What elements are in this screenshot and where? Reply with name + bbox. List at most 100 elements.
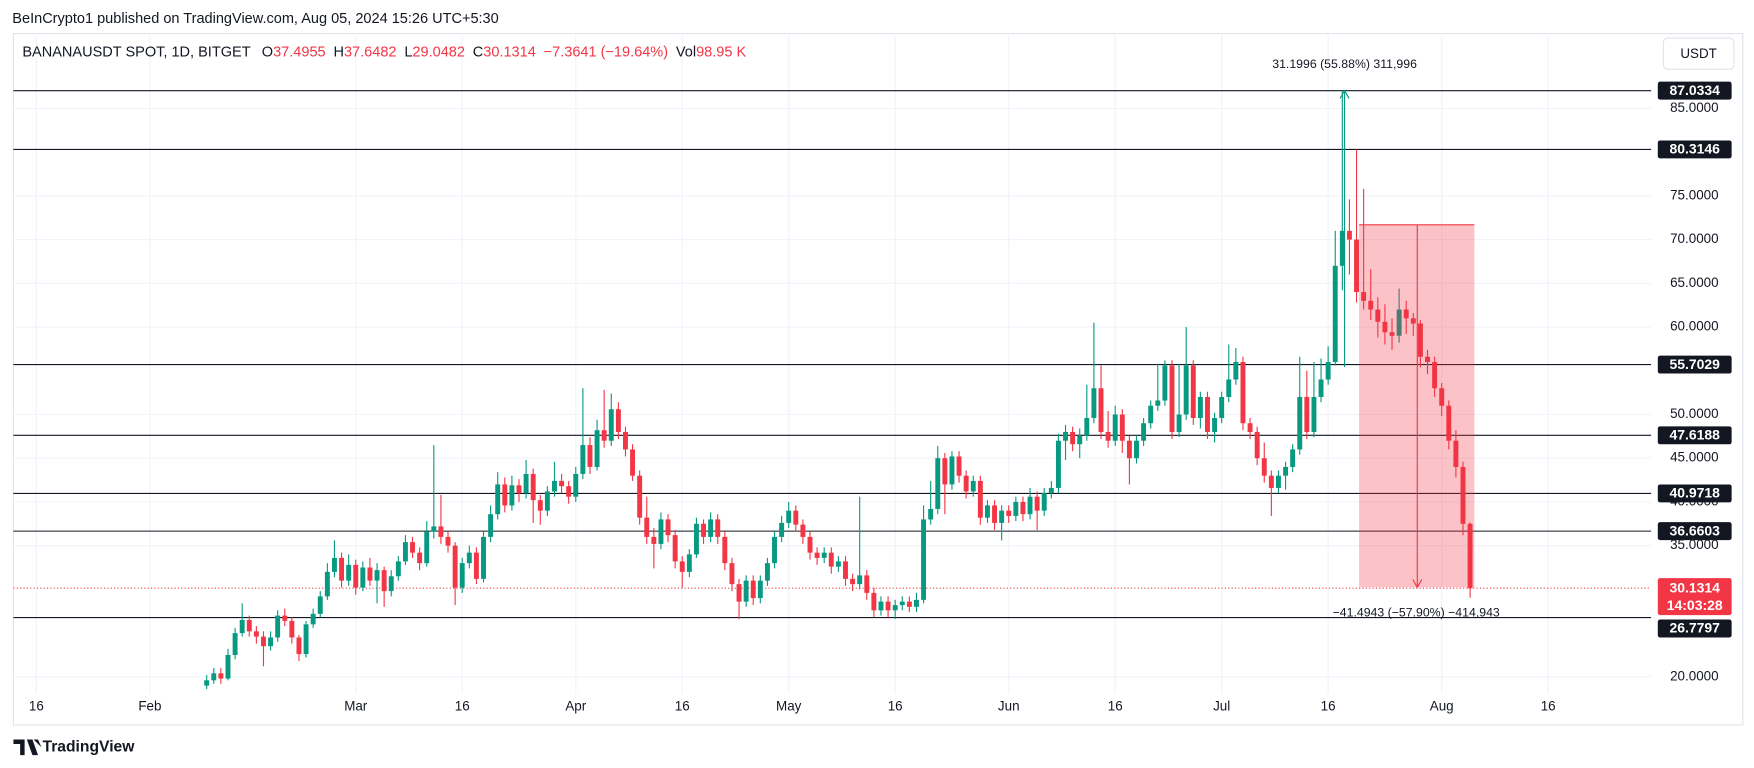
candle-body (942, 458, 948, 485)
candle-body (594, 430, 600, 467)
candle-body (1354, 239, 1359, 293)
currency-button[interactable]: USDT (1662, 37, 1735, 70)
candle-body (1417, 323, 1423, 357)
candle-body (431, 526, 437, 532)
level-label-box (1657, 355, 1732, 374)
candle-body (1176, 414, 1182, 432)
candle-body (410, 542, 415, 553)
candle-body (225, 654, 231, 679)
candle-body (779, 522, 785, 537)
candle-body (417, 552, 423, 564)
candle-body (637, 475, 643, 518)
candle-body (1439, 388, 1445, 406)
candle-body (601, 430, 607, 441)
candle-body (963, 475, 969, 492)
candle-body (1389, 332, 1395, 336)
candle-body (1070, 431, 1076, 445)
x-tick-label: 16 (1108, 699, 1123, 714)
candle-body (658, 519, 664, 544)
candle-body (239, 619, 245, 634)
candle-body (750, 580, 756, 599)
level-label-box (1657, 81, 1732, 100)
candle-body (1346, 230, 1352, 240)
candle-body (1283, 466, 1289, 476)
level-label-box (1657, 619, 1732, 638)
candle-body (729, 563, 735, 585)
level-label: 80.3146 (1669, 141, 1720, 157)
candle-body (1112, 414, 1118, 441)
level-label: 26.7797 (1669, 620, 1720, 636)
candle-body (481, 536, 486, 579)
candle-body (388, 576, 394, 592)
candle-body (367, 567, 373, 581)
x-tick-label: May (776, 699, 802, 714)
candle-body (693, 523, 699, 555)
candle-body (672, 535, 678, 562)
level-label-box (1657, 522, 1732, 541)
level-label-box (1657, 140, 1732, 159)
legend-value: 37.6482 (344, 44, 397, 60)
last-price-label: 30.1314 (1669, 579, 1720, 595)
legend-vol-key: Vol (676, 44, 696, 60)
candle-body (495, 484, 501, 515)
candle-body (402, 542, 408, 562)
candle-body (1467, 523, 1473, 589)
candle-body (921, 519, 927, 600)
candle-body (204, 680, 210, 686)
candle-body (1261, 458, 1267, 476)
candle-body (1332, 265, 1338, 363)
candle-body (246, 619, 252, 632)
ohlc-legend: BANANAUSDT SPOT, 1D, BITGET O37.4955 H37.6… (22, 44, 746, 60)
level-label: 36.6603 (1669, 522, 1720, 538)
candle-body (1063, 431, 1068, 441)
candle-body (608, 409, 614, 441)
candle-body (275, 615, 281, 638)
level-label-box (1657, 484, 1732, 503)
candle-body (1311, 396, 1317, 432)
candle-body (324, 571, 330, 597)
candle-body (892, 605, 898, 611)
candle-body (1190, 365, 1196, 418)
y-tick-label: 85.0000 (1670, 100, 1718, 115)
candle-body (1020, 501, 1026, 515)
candle-body (850, 578, 856, 585)
candle-body (1077, 435, 1083, 445)
candle-body (1169, 365, 1175, 432)
candle-body (261, 636, 266, 647)
currency-label[interactable]: USDT (1680, 46, 1716, 61)
candle-body (317, 596, 323, 614)
candle-body (1325, 362, 1331, 380)
candle-body (708, 519, 714, 537)
candle-body (828, 552, 834, 567)
candle-body (353, 564, 359, 588)
x-tick-label: 16 (29, 699, 44, 714)
candle-body (1212, 417, 1218, 432)
measure-up-label: 31.1996 (55.88%) 311,996 (1272, 57, 1417, 71)
candle-body (331, 557, 337, 572)
last-price-box (1657, 578, 1732, 616)
candle-body (623, 431, 628, 450)
candle-body (807, 536, 813, 553)
candle-body (232, 633, 238, 655)
candle-body (289, 620, 295, 638)
y-tick-label: 75.0000 (1670, 187, 1718, 202)
candle-body (686, 554, 692, 572)
currency-button-frame[interactable] (1662, 37, 1735, 70)
candle-body (1410, 318, 1416, 324)
candle-body (906, 601, 912, 607)
candle-body (537, 500, 543, 511)
brand-icon (13, 739, 42, 756)
x-tick-label: Apr (565, 699, 586, 714)
y-tick-label: 45.0000 (1670, 450, 1718, 465)
candle-body (488, 514, 494, 537)
candle-body (580, 445, 586, 474)
candle-body (651, 536, 657, 544)
candle-body (679, 561, 685, 572)
x-tick-label: 16 (888, 699, 903, 714)
candle-body (253, 631, 259, 637)
candle-body (438, 526, 444, 537)
candle-body (843, 561, 848, 579)
candle-body (1041, 493, 1047, 511)
